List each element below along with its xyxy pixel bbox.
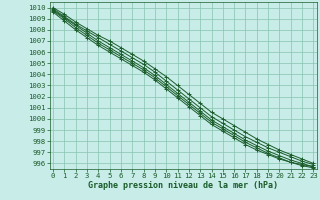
X-axis label: Graphe pression niveau de la mer (hPa): Graphe pression niveau de la mer (hPa) — [88, 181, 278, 190]
